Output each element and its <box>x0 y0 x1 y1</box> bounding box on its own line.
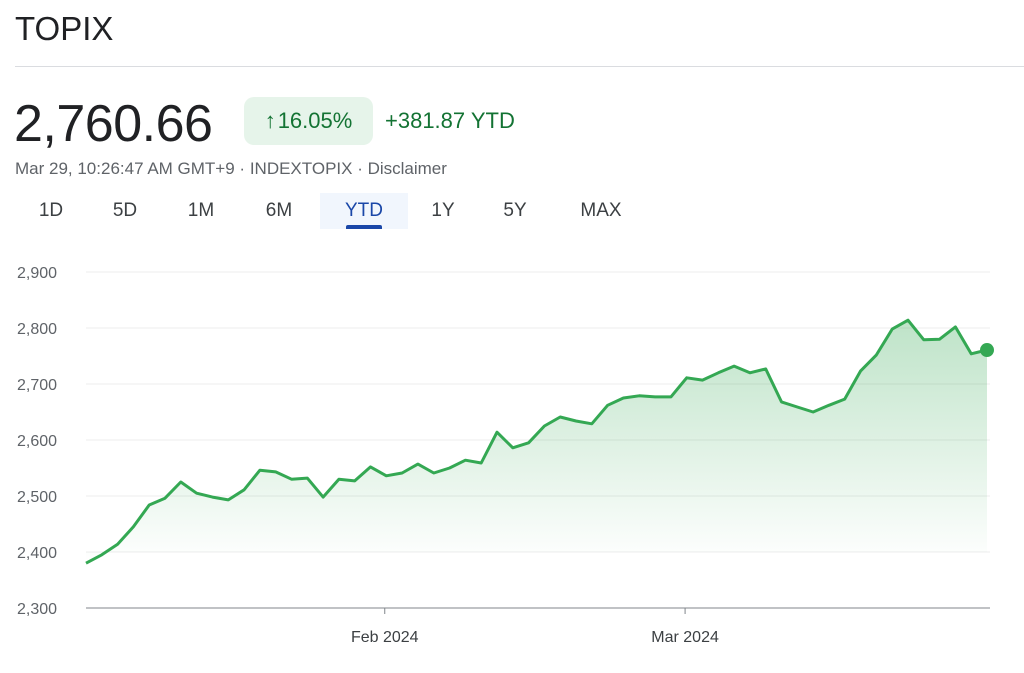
separator: · <box>352 159 368 178</box>
tab-ytd[interactable]: YTD <box>320 193 408 229</box>
y-tick-label: 2,800 <box>17 321 57 338</box>
current-price: 2,760.66 <box>14 95 213 153</box>
current-point-marker <box>980 343 994 358</box>
separator: · <box>234 159 250 178</box>
change-percent-badge: ↑ 16.05% <box>244 97 373 145</box>
quote-meta: Mar 29, 10:26:47 AM GMT+9 · INDEXTOPIX ·… <box>15 159 447 179</box>
chart-area-fill <box>86 320 987 564</box>
timestamp: Mar 29, 10:26:47 AM GMT+9 <box>15 159 235 178</box>
y-tick-label: 2,900 <box>17 265 57 282</box>
y-tick-label: 2,500 <box>17 489 57 506</box>
tab-6m[interactable]: 6M <box>265 200 293 221</box>
tab-5d[interactable]: 5D <box>112 200 138 221</box>
y-tick-label: 2,600 <box>17 433 57 450</box>
y-tick-label: 2,700 <box>17 377 57 394</box>
tab-1y[interactable]: 1Y <box>431 200 455 221</box>
y-tick-label: 2,400 <box>17 545 57 562</box>
ticker: INDEXTOPIX <box>249 159 353 178</box>
x-tick-label: Feb 2024 <box>351 629 419 646</box>
arrow-up-icon: ↑ <box>264 108 276 133</box>
tab-1d[interactable]: 1D <box>38 200 64 221</box>
tab-1m[interactable]: 1M <box>187 200 215 221</box>
change-percent: 16.05% <box>277 108 353 133</box>
tab-5y[interactable]: 5Y <box>503 200 527 221</box>
page-title: TOPIX <box>15 10 114 47</box>
change-absolute: +381.87 YTD <box>385 108 515 133</box>
x-tick-label: Mar 2024 <box>651 629 719 646</box>
header-divider <box>15 66 1024 67</box>
chart-line <box>85 318 988 565</box>
tab-max[interactable]: MAX <box>580 200 622 221</box>
y-tick-label: 2,300 <box>17 601 57 618</box>
disclaimer-link[interactable]: Disclaimer <box>367 159 447 178</box>
